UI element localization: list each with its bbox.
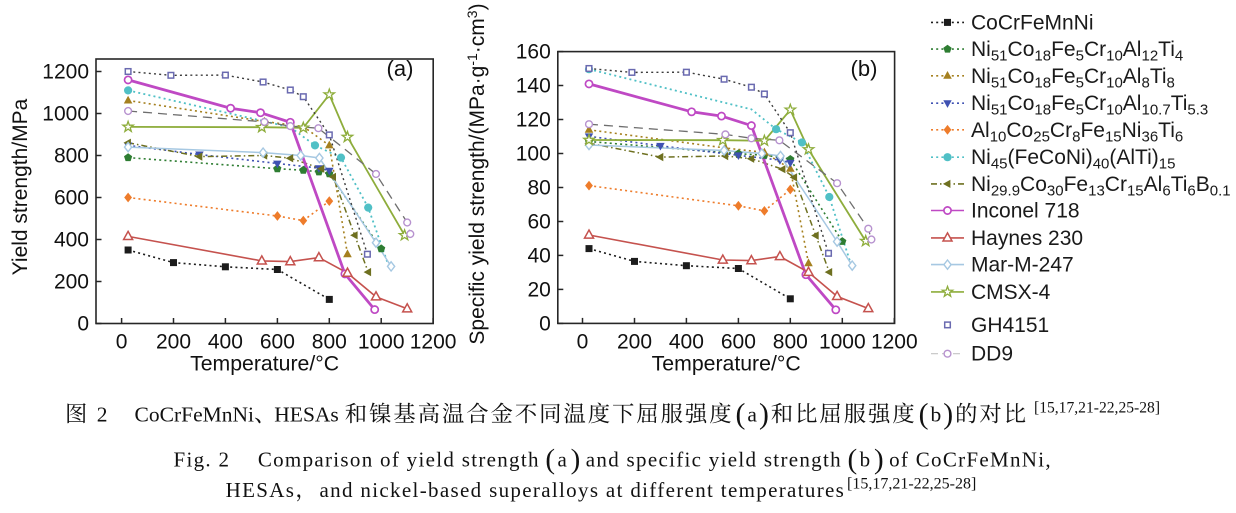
svg-text:600: 600 — [260, 331, 295, 354]
svg-text:600: 600 — [721, 330, 756, 353]
svg-text:GH4151: GH4151 — [971, 314, 1049, 337]
svg-text:200: 200 — [156, 331, 191, 354]
svg-text:800: 800 — [312, 331, 347, 354]
svg-text:60: 60 — [527, 211, 550, 234]
svg-text:(: ( — [847, 444, 857, 476]
svg-text:Ni51​Co18​Fe5​Cr10​Al10.7​Ti5.: Ni51​Co18​Fe5​Cr10​Al10.7​Ti5.3​ — [971, 92, 1208, 119]
svg-text:(: ( — [736, 399, 746, 431]
svg-text:0: 0 — [577, 330, 589, 353]
svg-text:[15,17,21-22,25-28]: [15,17,21-22,25-28] — [847, 476, 976, 493]
svg-text:HESAs: HESAs — [226, 478, 296, 502]
svg-text:160: 160 — [516, 41, 551, 64]
svg-text:Fig. 2: Fig. 2 — [174, 448, 231, 472]
svg-text:): ) — [874, 444, 884, 476]
svg-text:1200: 1200 — [42, 61, 89, 84]
svg-text:Inconel 718: Inconel 718 — [971, 200, 1080, 223]
svg-text:b: b — [930, 403, 941, 427]
svg-text:120: 120 — [516, 109, 551, 132]
svg-text:of CoCrFeMnNi,: of CoCrFeMnNi, — [889, 448, 1052, 472]
svg-text:100: 100 — [516, 143, 551, 166]
svg-text:1000: 1000 — [819, 330, 866, 353]
svg-text:400: 400 — [669, 330, 704, 353]
svg-text:): ) — [571, 444, 581, 476]
svg-text:400: 400 — [208, 331, 243, 354]
svg-text:and specific yield strength: and specific yield strength — [586, 448, 842, 472]
svg-text:CoCrFeMnNi: CoCrFeMnNi — [135, 403, 254, 427]
svg-text:(b): (b) — [851, 56, 878, 81]
svg-text:140: 140 — [516, 75, 551, 98]
svg-text:(: ( — [545, 444, 555, 476]
svg-text:200: 200 — [54, 271, 89, 294]
svg-text:0: 0 — [77, 313, 89, 336]
svg-text:40: 40 — [527, 244, 550, 267]
svg-text:1000: 1000 — [42, 103, 89, 126]
svg-text:): ) — [759, 399, 769, 431]
svg-text:20: 20 — [527, 278, 550, 301]
svg-text:200: 200 — [617, 330, 652, 353]
svg-text:400: 400 — [54, 229, 89, 252]
svg-text:600: 600 — [54, 187, 89, 210]
svg-text:1200: 1200 — [871, 330, 918, 353]
svg-text:Haynes 230: Haynes 230 — [971, 227, 1083, 250]
svg-text:Yield strength/MPa: Yield strength/MPa — [9, 98, 32, 275]
svg-text:): ) — [943, 399, 953, 431]
svg-text:2: 2 — [97, 403, 108, 427]
svg-text:0: 0 — [116, 331, 128, 354]
svg-text:CoCrFeMnNi: CoCrFeMnNi — [971, 11, 1094, 34]
svg-text:Comparison of yield strength: Comparison of yield strength — [258, 448, 540, 472]
svg-text:and nickel-based superalloys a: and nickel-based superalloys at differen… — [320, 478, 846, 502]
svg-text:1000: 1000 — [358, 331, 405, 354]
svg-text:a: a — [558, 448, 569, 472]
svg-text:DD9: DD9 — [971, 343, 1013, 366]
svg-text:CMSX-4: CMSX-4 — [971, 281, 1051, 304]
svg-text:Temperature/°C: Temperature/°C — [190, 353, 339, 376]
svg-text:800: 800 — [773, 330, 808, 353]
svg-text:HESAs: HESAs — [274, 403, 339, 427]
svg-text:1200: 1200 — [410, 331, 457, 354]
svg-text:Temperature/°C: Temperature/°C — [652, 352, 801, 375]
svg-text:(a): (a) — [387, 56, 414, 81]
svg-text:80: 80 — [527, 177, 550, 200]
svg-text:800: 800 — [54, 145, 89, 168]
svg-text:0: 0 — [539, 312, 551, 335]
svg-text:a: a — [747, 403, 757, 427]
svg-text:(: ( — [919, 399, 929, 431]
svg-text:[15,17,21-22,25-28]: [15,17,21-22,25-28] — [1034, 400, 1160, 417]
svg-text:Mar-M-247: Mar-M-247 — [971, 254, 1074, 277]
svg-text:b: b — [860, 448, 872, 472]
